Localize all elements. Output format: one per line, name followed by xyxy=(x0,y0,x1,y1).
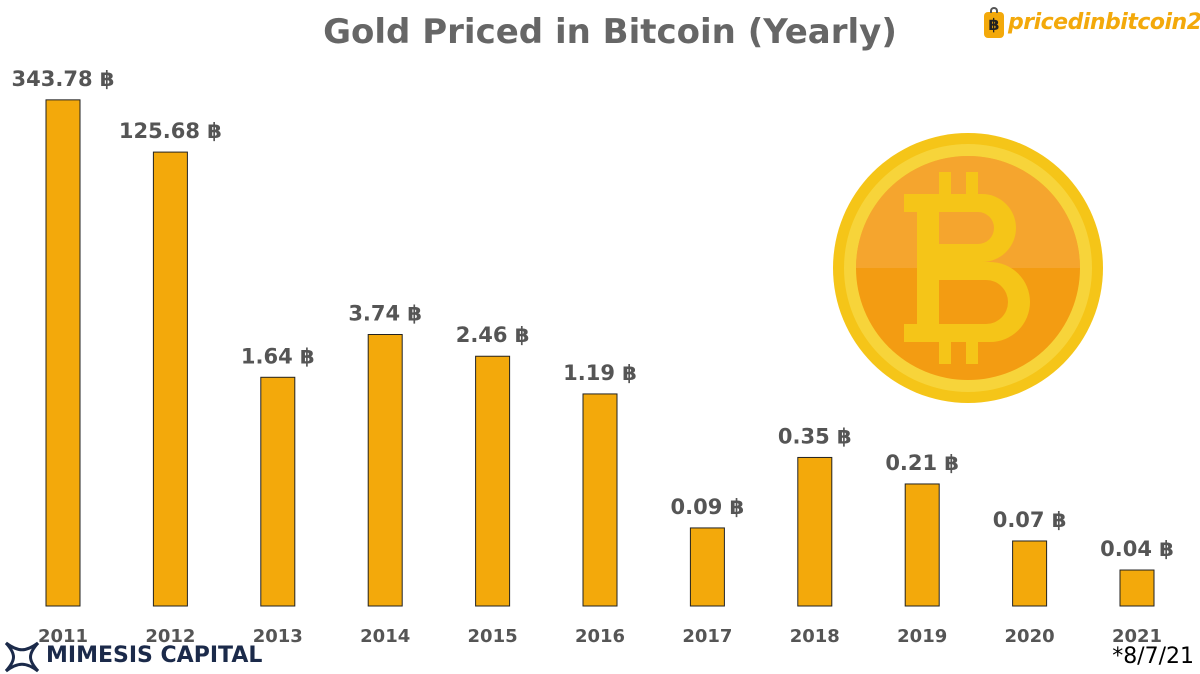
bar-2015 xyxy=(475,355,511,607)
data-label-2019: 0.21 ฿ xyxy=(885,451,959,475)
x-tick-2017: 2017 xyxy=(682,626,732,647)
mimesis-x-logo-icon xyxy=(4,641,40,673)
x-tick-2013: 2013 xyxy=(253,626,303,647)
bar-2017 xyxy=(689,527,725,607)
x-tick-2015: 2015 xyxy=(468,626,518,647)
data-label-2012: 125.68 ฿ xyxy=(119,119,222,143)
company-name: MIMESIS CAPITAL xyxy=(46,643,263,668)
bar-2013 xyxy=(260,376,296,607)
x-tick-2012: 2012 xyxy=(145,626,195,647)
x-tick-2014: 2014 xyxy=(360,626,410,647)
bar-2016 xyxy=(582,393,618,607)
data-label-2013: 1.64 ฿ xyxy=(241,344,315,368)
data-label-2016: 1.19 ฿ xyxy=(563,361,637,385)
data-label-2021: 0.04 ฿ xyxy=(1100,537,1174,561)
bar-2014 xyxy=(367,334,403,607)
x-tick-2018: 2018 xyxy=(790,626,840,647)
bar-2012 xyxy=(152,151,188,607)
chart-title: Gold Priced in Bitcoin (Yearly) xyxy=(323,12,897,52)
data-label-2011: 343.78 ฿ xyxy=(12,67,115,91)
brand-watermark: ฿ pricedinbitcoin21 xyxy=(980,7,1200,42)
x-tick-2019: 2019 xyxy=(897,626,947,647)
bar-2021 xyxy=(1119,569,1155,607)
data-label-2018: 0.35 ฿ xyxy=(778,424,852,448)
data-label-2017: 0.09 ฿ xyxy=(671,495,745,519)
date-note: *8/7/21 xyxy=(1112,644,1194,669)
bar-2020 xyxy=(1012,540,1048,607)
x-tick-2021: 2021 xyxy=(1112,626,1162,647)
x-tick-2016: 2016 xyxy=(575,626,625,647)
data-label-2015: 2.46 ฿ xyxy=(456,323,530,347)
data-label-2014: 3.74 ฿ xyxy=(348,302,422,326)
brand-text: pricedinbitcoin21 xyxy=(1008,10,1200,35)
bitcoin-coin-icon xyxy=(833,133,1103,403)
bar-2018 xyxy=(797,456,833,607)
x-tick-2011: 2011 xyxy=(38,626,88,647)
data-label-2020: 0.07 ฿ xyxy=(993,508,1067,532)
bar-2011 xyxy=(45,99,81,607)
x-tick-2020: 2020 xyxy=(1005,626,1055,647)
bitcoin-tag-icon: ฿ xyxy=(984,7,1004,38)
bar-2019 xyxy=(904,483,940,607)
